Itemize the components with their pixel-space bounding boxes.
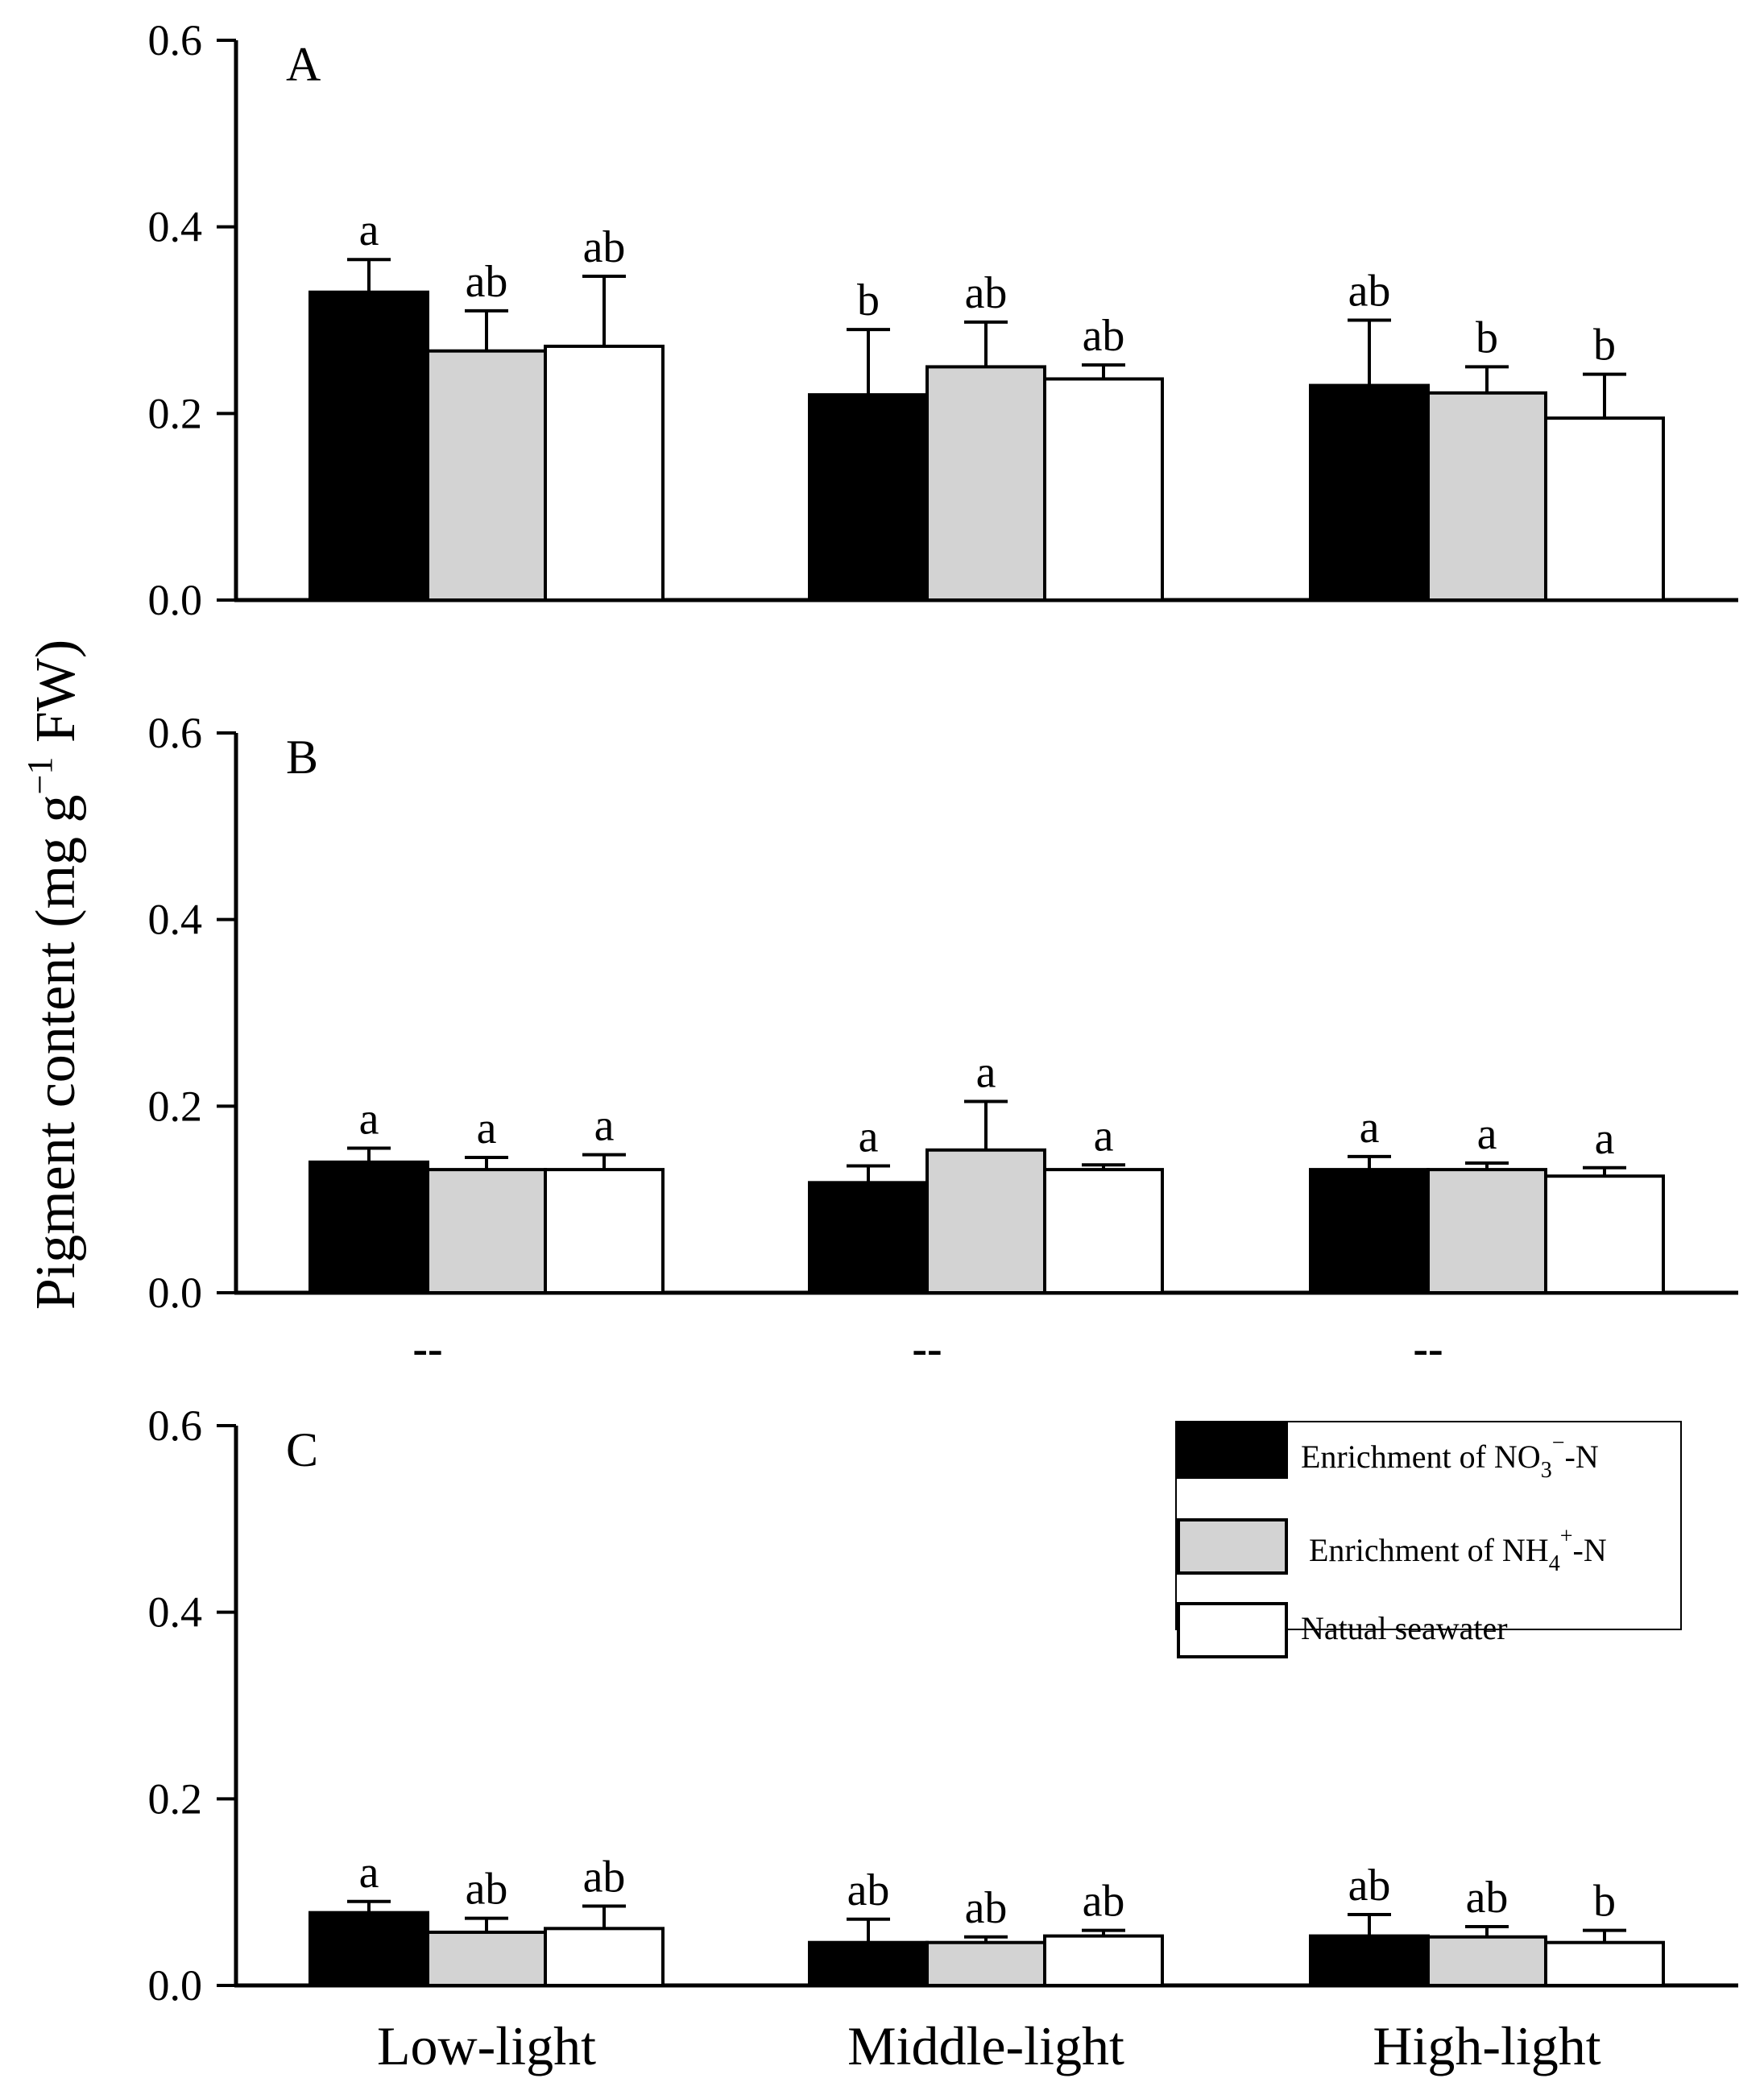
- bar: [426, 1168, 547, 1294]
- significance-letter: b: [1593, 1877, 1616, 1927]
- y-axis-label: Pigment content (mg g−1 FW): [20, 640, 87, 1310]
- significance-letter: a: [477, 1103, 497, 1153]
- below-axis-mark: --: [412, 1324, 442, 1374]
- panel-b: 0.0 0.2 0.4 0.6 Ba a a a a a a a a -- -- --: [148, 709, 1738, 1374]
- y-tick-label: 0.6: [148, 709, 203, 757]
- significance-letter: a: [1477, 1109, 1497, 1159]
- legend-swatch: [1177, 1518, 1288, 1575]
- significance-letter: ab: [1083, 1877, 1125, 1927]
- bar: [1309, 1934, 1430, 1988]
- significance-letter: a: [359, 1094, 379, 1144]
- legend-entry-label: Enrichment of NO3−-N: [1301, 1430, 1599, 1483]
- bar: [925, 1148, 1046, 1295]
- legend-swatch: [1177, 1422, 1288, 1479]
- below-axis-mark: --: [1413, 1324, 1443, 1374]
- legend-entry-label: Natual seawater: [1301, 1610, 1508, 1646]
- bar: [1043, 1934, 1164, 1988]
- significance-letter: ab: [1348, 267, 1391, 317]
- legend-entry-label: Enrichment of NH4+-N: [1309, 1524, 1607, 1576]
- legend-text-main: Enrichment of NO: [1301, 1439, 1541, 1475]
- x-category-label: Middle-light: [847, 2015, 1124, 2076]
- significance-letter: a: [1094, 1111, 1114, 1161]
- significance-letter: a: [1595, 1114, 1615, 1164]
- legend-text-main: Enrichment of NH: [1309, 1532, 1549, 1568]
- bar: [808, 1940, 929, 1987]
- significance-letter: ab: [1466, 1873, 1509, 1923]
- panel-label: C: [286, 1423, 318, 1476]
- significance-letter: a: [594, 1101, 615, 1151]
- x-category-label: High-light: [1373, 2015, 1600, 2076]
- bar: [1544, 416, 1665, 602]
- y-axis-label-main: Pigment content (mg g: [25, 795, 87, 1310]
- bar: [1544, 1174, 1665, 1295]
- bar: [1309, 1168, 1430, 1294]
- significance-letter: a: [359, 1848, 379, 1898]
- legend-swatch: [1177, 1602, 1288, 1658]
- y-tick-label: 0.0: [148, 576, 203, 624]
- bar: [925, 1940, 1046, 1987]
- bar: [544, 344, 665, 602]
- significance-letter: a: [859, 1112, 879, 1161]
- significance-letter: ab: [1348, 1861, 1391, 1911]
- bar: [1427, 1168, 1547, 1294]
- bar: [426, 1930, 547, 1988]
- bar: [808, 393, 929, 602]
- y-tick-label: 0.0: [148, 1961, 203, 2010]
- legend-text-sup: +: [1560, 1524, 1573, 1549]
- bar: [1043, 377, 1164, 602]
- bar: [1043, 1168, 1164, 1294]
- bar: [1427, 1935, 1547, 1987]
- significance-letter: b: [1476, 313, 1498, 362]
- significance-letter: ab: [847, 1865, 890, 1915]
- significance-letter: ab: [965, 268, 1008, 318]
- significance-letter: b: [1593, 321, 1616, 371]
- legend-text-tail: -N: [1565, 1439, 1599, 1475]
- significance-letter: ab: [583, 1853, 626, 1902]
- bar: [544, 1927, 665, 1987]
- bar: [426, 349, 547, 602]
- significance-letter: a: [976, 1048, 996, 1098]
- bar: [544, 1168, 665, 1294]
- significance-letter: ab: [466, 1865, 508, 1915]
- bar: [308, 1160, 429, 1295]
- panel-label: A: [286, 38, 321, 91]
- legend-text-sub: 3: [1541, 1458, 1552, 1483]
- bar: [925, 365, 1046, 602]
- y-tick-label: 0.2: [148, 1774, 203, 1823]
- bar: [1544, 1940, 1665, 1987]
- bar: [1309, 383, 1430, 602]
- y-axis-label-tail: FW): [25, 640, 87, 757]
- legend-text-tail: -N: [1573, 1532, 1607, 1568]
- y-tick-label: 0.4: [148, 896, 203, 944]
- y-tick-label: 0.6: [148, 16, 203, 64]
- bar: [1427, 391, 1547, 602]
- bar: [308, 290, 429, 602]
- y-tick-label: 0.4: [148, 1588, 203, 1637]
- significance-letter: b: [857, 275, 880, 325]
- y-tick-label: 0.2: [148, 389, 203, 437]
- significance-letter: ab: [965, 1883, 1008, 1933]
- significance-letter: a: [1360, 1103, 1380, 1153]
- x-category-label: Low-light: [377, 2015, 596, 2076]
- y-tick-label: 0.2: [148, 1082, 203, 1130]
- below-axis-mark: --: [912, 1324, 942, 1374]
- significance-letter: a: [359, 205, 379, 255]
- legend-text-main: Natual seawater: [1301, 1610, 1508, 1646]
- bar: [808, 1181, 929, 1294]
- bar: [308, 1911, 429, 1987]
- panel-c: 0.0 0.2 0.4 0.6 Ca ab ab ab ab ab ab ab b: [148, 1401, 1738, 2010]
- legend-text-sub: 4: [1549, 1551, 1560, 1576]
- significance-letter: ab: [583, 222, 626, 272]
- y-tick-label: 0.0: [148, 1269, 203, 1317]
- legend-text-sup: −: [1552, 1430, 1565, 1455]
- significance-letter: ab: [466, 257, 508, 307]
- panel-label: B: [286, 731, 318, 784]
- significance-letter: ab: [1083, 311, 1125, 361]
- y-tick-label: 0.4: [148, 203, 203, 251]
- y-axis-label-sup: −1: [20, 757, 60, 795]
- y-tick-label: 0.6: [148, 1401, 203, 1450]
